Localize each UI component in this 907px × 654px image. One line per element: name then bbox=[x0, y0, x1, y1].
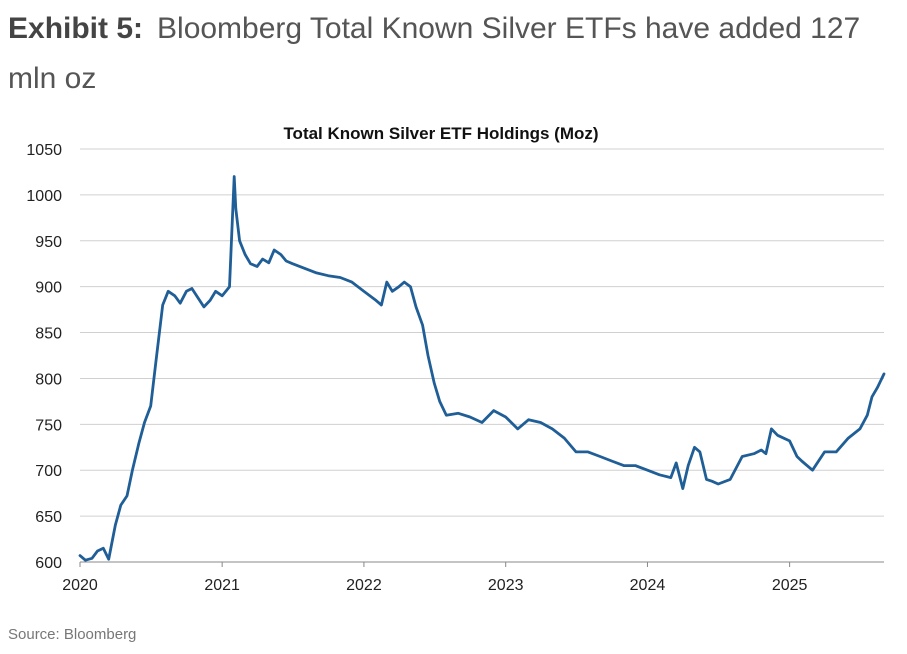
grid-layer bbox=[80, 148, 884, 563]
series-line bbox=[78, 175, 886, 562]
y-tick-label: 750 bbox=[35, 417, 62, 434]
y-tick-label: 650 bbox=[35, 509, 62, 526]
x-tick-label: 2023 bbox=[488, 577, 524, 594]
source-note: Source: Bloomberg bbox=[8, 626, 137, 643]
x-tick-label: 2020 bbox=[62, 577, 98, 594]
y-tick-label: 1000 bbox=[26, 188, 62, 205]
y-tick-label: 700 bbox=[35, 463, 62, 480]
chart-title: Total Known Silver ETF Holdings (Moz) bbox=[283, 124, 598, 143]
y-tick-label: 900 bbox=[35, 280, 62, 297]
exhibit-label: Exhibit 5: bbox=[8, 12, 144, 45]
exhibit-heading: Exhibit 5: Bloomberg Total Known Silver E… bbox=[8, 4, 898, 104]
series-layer bbox=[78, 175, 886, 562]
x-tick-label: 2024 bbox=[630, 577, 666, 594]
x-tick-label: 2021 bbox=[204, 577, 240, 594]
x-axis: 2020 2021 2022 2023 2024 2025 bbox=[62, 562, 808, 594]
exhibit-headline: Bloomberg Total Known Silver ETFs have a… bbox=[8, 12, 861, 95]
x-tick-label: 2025 bbox=[772, 577, 808, 594]
y-tick-label: 850 bbox=[35, 326, 62, 343]
y-tick-label: 950 bbox=[35, 234, 62, 251]
y-tick-label: 1050 bbox=[26, 142, 62, 159]
x-tick-label: 2022 bbox=[346, 577, 382, 594]
y-tick-label: 800 bbox=[35, 371, 62, 388]
y-axis: 600 650 700 750 800 850 900 950 1000 1050 bbox=[26, 142, 62, 572]
y-tick-label: 600 bbox=[35, 555, 62, 572]
